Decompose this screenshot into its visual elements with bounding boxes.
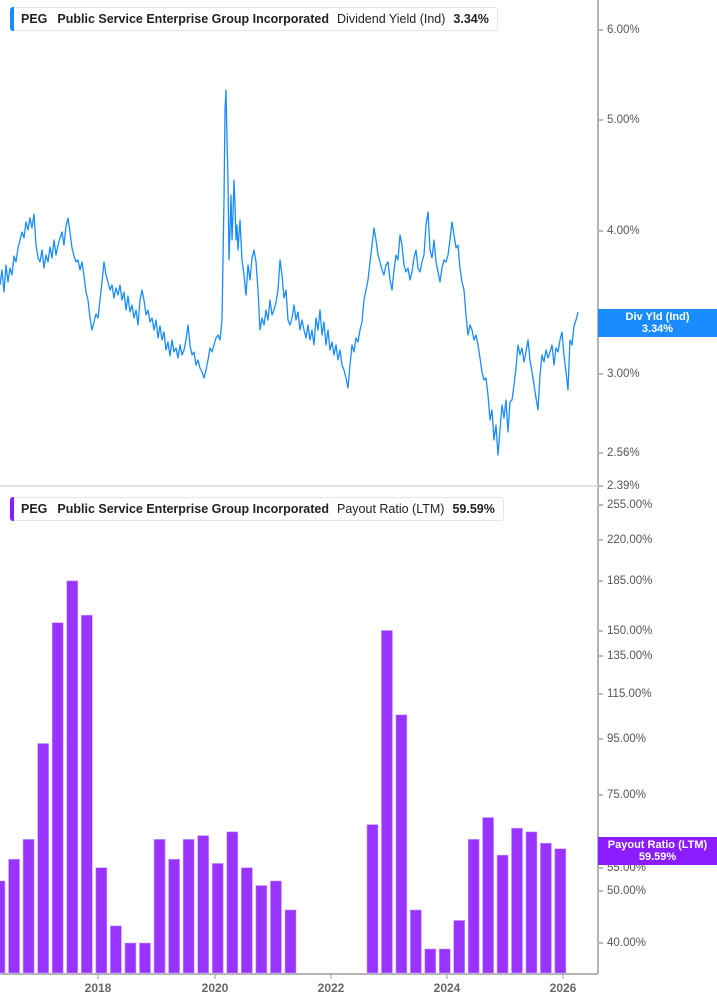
payout-bar[interactable] xyxy=(168,858,180,974)
flag-label: Payout Ratio (LTM) xyxy=(607,839,708,851)
payout-bar[interactable] xyxy=(211,863,224,974)
payout-bar[interactable] xyxy=(81,614,93,974)
payout-bar[interactable] xyxy=(66,580,79,974)
x-axis-tick-marks xyxy=(97,974,564,979)
payout-bar[interactable] xyxy=(395,714,408,974)
y-axis-tick-marks xyxy=(599,29,603,944)
payout-bar[interactable] xyxy=(22,839,35,974)
flag-value: 3.34% xyxy=(641,323,674,335)
legend-metric: Dividend Yield (Ind) xyxy=(337,12,446,26)
y-tick-label: 55.00% xyxy=(607,862,647,874)
payout-bar[interactable] xyxy=(51,622,64,974)
payout-bar[interactable] xyxy=(8,858,20,974)
y-tick-label: 185.00% xyxy=(607,575,653,587)
y-tick-label: 115.00% xyxy=(607,688,652,700)
dividend-yield-value-flag: Div Yld (Ind) 3.34% xyxy=(598,309,717,337)
payout-bar[interactable] xyxy=(37,743,49,974)
legend-metric: Payout Ratio (LTM) xyxy=(337,502,445,516)
payout-bar[interactable] xyxy=(95,867,108,974)
dividend-yield-legend[interactable]: PEG Public Service Enterprise Group Inco… xyxy=(10,7,498,31)
payout-bar[interactable] xyxy=(381,630,393,974)
payout-bar[interactable] xyxy=(124,942,137,974)
payout-bar[interactable] xyxy=(197,835,209,974)
payout-bar[interactable] xyxy=(0,880,6,974)
payout-bar[interactable] xyxy=(496,854,509,974)
payout-bar[interactable] xyxy=(554,848,567,974)
y-tick-label: 95.00% xyxy=(607,733,647,745)
payout-bar[interactable] xyxy=(482,817,494,974)
payout-ratio-bars xyxy=(0,580,567,974)
y-tick-label: 5.00% xyxy=(607,114,640,126)
legend-company: Public Service Enterprise Group Incorpor… xyxy=(57,502,330,516)
payout-bar[interactable] xyxy=(110,925,122,974)
y-tick-label: 3.00% xyxy=(607,368,640,380)
payout-ratio-legend[interactable]: PEG Public Service Enterprise Group Inco… xyxy=(10,497,504,521)
payout-bar[interactable] xyxy=(467,839,480,974)
y-tick-label: 40.00% xyxy=(607,937,647,949)
y-tick-label: 2.39% xyxy=(607,480,640,492)
series-color-swatch xyxy=(10,7,14,31)
payout-bar[interactable] xyxy=(424,948,437,974)
y-tick-label: 6.00% xyxy=(607,24,640,36)
x-tick-label: 2026 xyxy=(549,981,577,995)
payout-bar[interactable] xyxy=(453,920,466,974)
legend-company: Public Service Enterprise Group Incorpor… xyxy=(57,12,330,26)
y-tick-label: 75.00% xyxy=(607,789,647,801)
payout-bar[interactable] xyxy=(540,842,552,974)
payout-bar[interactable] xyxy=(182,839,195,974)
payout-bar[interactable] xyxy=(226,831,239,974)
payout-bar[interactable] xyxy=(438,948,451,974)
legend-value: 59.59% xyxy=(452,502,495,516)
x-tick-label: 2020 xyxy=(201,981,229,995)
x-tick-label: 2024 xyxy=(433,981,461,995)
payout-bar[interactable] xyxy=(241,867,253,974)
dividend-yield-line xyxy=(0,89,579,456)
x-tick-label: 2018 xyxy=(84,981,112,995)
flag-label: Div Yld (Ind) xyxy=(625,311,690,323)
payout-ratio-value-flag: Payout Ratio (LTM) 59.59% xyxy=(598,837,717,865)
payout-bar[interactable] xyxy=(284,909,297,974)
payout-bar[interactable] xyxy=(270,880,282,974)
payout-bar[interactable] xyxy=(525,831,538,974)
payout-bar[interactable] xyxy=(511,827,523,974)
flag-value: 59.59% xyxy=(638,851,677,863)
y-tick-label: 135.00% xyxy=(607,650,653,662)
legend-value: 3.34% xyxy=(453,12,489,26)
x-tick-label: 2022 xyxy=(317,981,345,995)
payout-bar[interactable] xyxy=(153,839,166,974)
y-tick-label: 255.00% xyxy=(607,499,653,511)
y-tick-label: 50.00% xyxy=(607,885,647,897)
payout-bar[interactable] xyxy=(366,824,379,974)
payout-bar[interactable] xyxy=(410,909,422,974)
legend-ticker: PEG xyxy=(21,502,48,516)
legend-ticker: PEG xyxy=(21,12,48,26)
series-color-swatch xyxy=(10,497,14,521)
payout-bar[interactable] xyxy=(139,942,151,974)
y-tick-label: 4.00% xyxy=(607,225,640,237)
y-tick-label: 150.00% xyxy=(607,625,653,637)
y-tick-label: 2.56% xyxy=(607,447,640,459)
y-tick-label: 220.00% xyxy=(607,534,653,546)
payout-bar[interactable] xyxy=(255,885,268,974)
